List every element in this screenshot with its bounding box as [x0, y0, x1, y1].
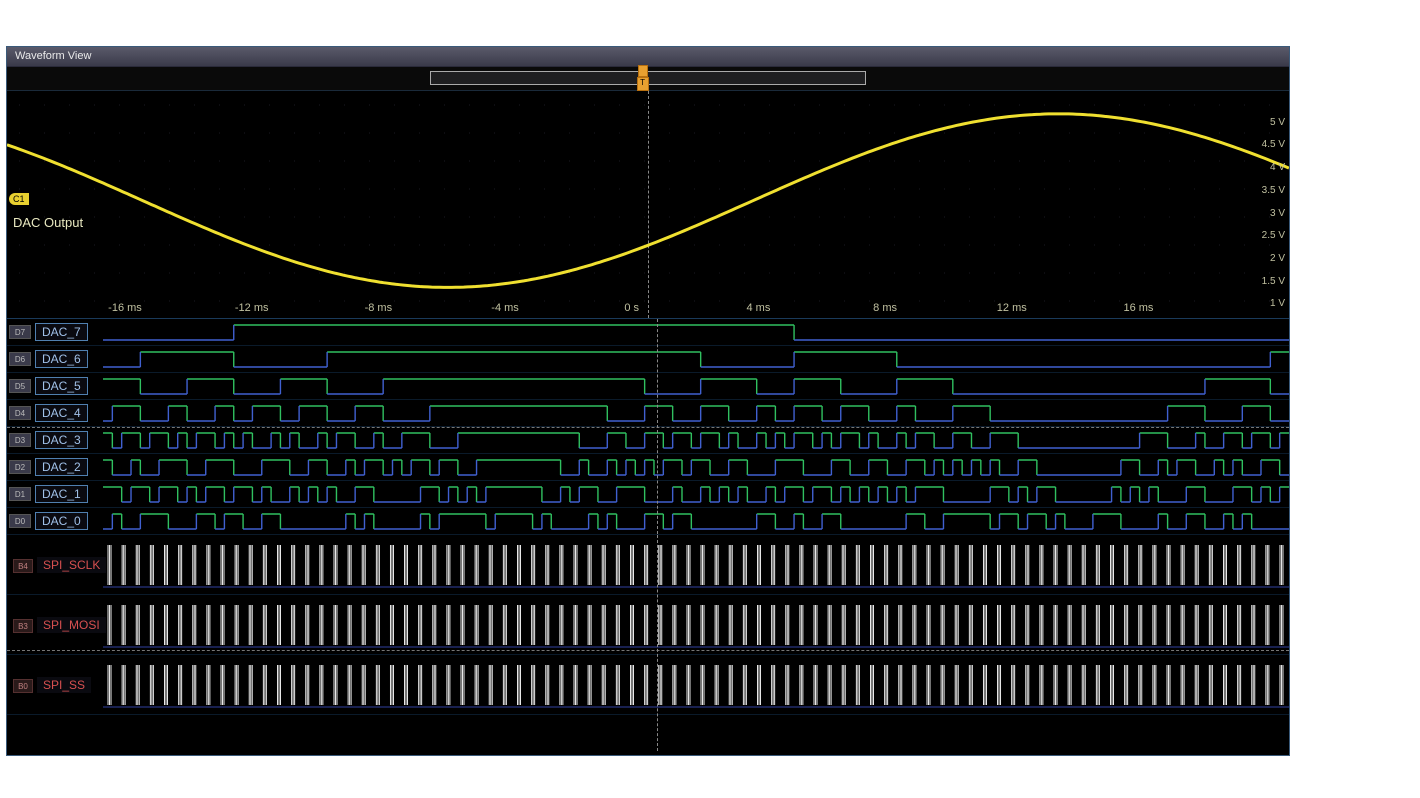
- digital-trace: [103, 348, 1289, 371]
- x-tick-label: -12 ms: [235, 302, 269, 314]
- channel-name: DAC_5: [35, 377, 88, 395]
- channel-name: DAC_0: [35, 512, 88, 530]
- serial-row[interactable]: B3 SPI_MOSI: [7, 595, 1289, 655]
- x-tick-label: 4 ms: [746, 302, 770, 314]
- channel-index: D2: [9, 460, 31, 474]
- digital-pane[interactable]: D7 DAC_7 D6 DAC_6 D5 DAC_5 D4 DAC_4 D3 DAC_3 D2 DAC…: [7, 319, 1289, 535]
- channel-name: SPI_SCLK: [37, 557, 106, 573]
- serial-trace: [103, 599, 1289, 651]
- serial-trace: [103, 539, 1289, 591]
- y-tick-label: 1 V: [1270, 298, 1285, 309]
- serial-trigger-cursor[interactable]: [657, 535, 658, 751]
- serial-row[interactable]: B4 SPI_SCLK: [7, 535, 1289, 595]
- digital-trace: [103, 375, 1289, 398]
- y-tick-label: 4.5 V: [1262, 139, 1285, 150]
- analog-pane[interactable]: C1 DAC Output 5 V 4.5 V 4 V 3.5 V 3 V 2.5 V 2 …: [7, 91, 1289, 319]
- channel-name: DAC_7: [35, 323, 88, 341]
- digital-row[interactable]: D0 DAC_0: [7, 508, 1289, 535]
- channel-index: B4: [13, 559, 33, 573]
- digital-row[interactable]: D1 DAC_1: [7, 481, 1289, 508]
- y-tick-label: 2.5 V: [1262, 230, 1285, 241]
- digital-trace: [103, 483, 1289, 506]
- digital-trace: [103, 429, 1289, 452]
- y-tick-label: 4 V: [1270, 162, 1285, 173]
- x-axis: -16 ms -12 ms -8 ms -4 ms 0 s 4 ms 8 ms 12 ms 16…: [7, 302, 1249, 316]
- waveform-window: Waveform View C1 DAC Output 5 V 4.5 V 4 V 3…: [6, 46, 1290, 756]
- channel-name: DAC_4: [35, 404, 88, 422]
- x-tick-label: 8 ms: [873, 302, 897, 314]
- digital-trace: [103, 321, 1289, 344]
- trigger-marker[interactable]: [635, 65, 649, 91]
- digital-row[interactable]: D7 DAC_7: [7, 319, 1289, 346]
- y-tick-label: 3 V: [1270, 208, 1285, 219]
- channel-index: D6: [9, 352, 31, 366]
- channel-index: D4: [9, 406, 31, 420]
- x-tick-label: -8 ms: [365, 302, 393, 314]
- probe-indicator[interactable]: C1: [9, 193, 29, 205]
- digital-row[interactable]: D5 DAC_5: [7, 373, 1289, 400]
- digital-row[interactable]: D3 DAC_3: [7, 427, 1289, 454]
- digital-trace: [103, 456, 1289, 479]
- x-tick-label: -4 ms: [491, 302, 519, 314]
- y-tick-label: 1.5 V: [1262, 276, 1285, 287]
- channel-index: B3: [13, 619, 33, 633]
- channel-name: DAC_6: [35, 350, 88, 368]
- channel-index: D3: [9, 433, 31, 447]
- channel-index: D1: [9, 487, 31, 501]
- x-tick-label: 12 ms: [997, 302, 1027, 314]
- serial-row[interactable]: B0 SPI_SS: [7, 655, 1289, 715]
- window-title: Waveform View: [15, 50, 91, 62]
- x-tick-label: 16 ms: [1123, 302, 1153, 314]
- digital-row[interactable]: D2 DAC_2: [7, 454, 1289, 481]
- y-axis: 5 V 4.5 V 4 V 3.5 V 3 V 2.5 V 2 V 1.5 V 1 V: [1253, 91, 1285, 318]
- x-tick-label: -16 ms: [108, 302, 142, 314]
- x-tick-label: 0 s: [624, 302, 639, 314]
- y-tick-label: 5 V: [1270, 117, 1285, 128]
- channel-name: DAC_1: [35, 485, 88, 503]
- digital-row[interactable]: D4 DAC_4: [7, 400, 1289, 427]
- y-tick-label: 2 V: [1270, 253, 1285, 264]
- digital-trace: [103, 510, 1289, 533]
- group-divider: [7, 650, 1289, 651]
- y-tick-label: 3.5 V: [1262, 185, 1285, 196]
- analog-label: DAC Output: [13, 215, 83, 230]
- digital-trigger-cursor[interactable]: [657, 319, 658, 534]
- digital-row[interactable]: D6 DAC_6: [7, 346, 1289, 373]
- channel-index: D0: [9, 514, 31, 528]
- group-divider: [7, 427, 1289, 428]
- channel-name: DAC_3: [35, 431, 88, 449]
- channel-index: D5: [9, 379, 31, 393]
- overview-strip[interactable]: [7, 67, 1289, 91]
- serial-pane[interactable]: B4 SPI_SCLK B3 SPI_MOSI B0 SPI_SS: [7, 535, 1289, 751]
- analog-trace: [7, 91, 1289, 319]
- channel-name: SPI_MOSI: [37, 617, 106, 633]
- title-bar[interactable]: Waveform View: [7, 47, 1289, 67]
- channel-name: SPI_SS: [37, 677, 91, 693]
- channel-index: B0: [13, 679, 33, 693]
- digital-trace: [103, 402, 1289, 425]
- serial-trace: [103, 659, 1289, 711]
- channel-name: DAC_2: [35, 458, 88, 476]
- channel-index: D7: [9, 325, 31, 339]
